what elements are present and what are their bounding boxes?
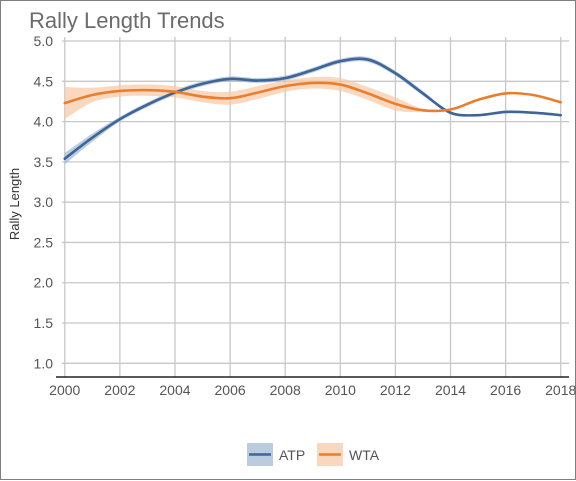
legend-label-atp: ATP	[279, 447, 305, 463]
legend: ATP WTA	[247, 443, 380, 466]
legend-label-wta: WTA	[349, 447, 380, 463]
confidence-bands	[64, 56, 561, 165]
x-tick-label: 2004	[159, 382, 190, 398]
y-tick-label: 4.5	[34, 73, 54, 89]
x-tick-label: 2018	[545, 382, 576, 398]
series-lines	[63, 57, 563, 160]
y-tick-label: 3.0	[34, 194, 54, 210]
x-tick-label: 2000	[49, 382, 80, 398]
y-tick-label: 2.0	[34, 275, 54, 291]
x-tick-label: 2014	[435, 382, 466, 398]
x-tick-label: 2012	[380, 382, 411, 398]
y-tick-label: 2.5	[34, 234, 54, 250]
confidence-band-atp	[64, 56, 561, 165]
y-tick-label: 4.0	[34, 114, 54, 130]
x-tick-label: 2008	[270, 382, 301, 398]
confidence-band-wta	[64, 76, 561, 120]
x-tick-label: 2010	[325, 382, 356, 398]
y-tick-label: 1.0	[34, 355, 54, 371]
y-axis-label: Rally Length	[7, 168, 22, 240]
y-tick-label: 5.0	[34, 33, 54, 49]
tick-labels: 1.0 1.5 2.0 2.5 3.0 3.5 4.0 4.5 5.0 2000 2002 2004 2…	[34, 33, 576, 398]
y-tick-label: 3.5	[34, 154, 54, 170]
x-tick-label: 2002	[104, 382, 135, 398]
series-line-atp	[63, 57, 563, 160]
series-line-wta	[63, 81, 563, 113]
y-tick-label: 1.5	[34, 315, 54, 331]
x-tick-label: 2016	[490, 382, 521, 398]
x-tick-label: 2006	[215, 382, 246, 398]
chart-title: Rally Length Trends	[29, 8, 225, 33]
